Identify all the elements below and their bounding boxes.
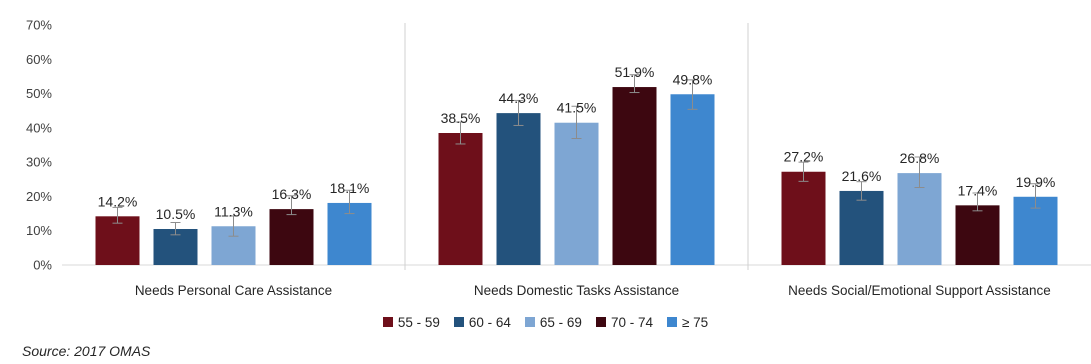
legend: 55 - 59 60 - 64 65 - 69 70 - 74 ≥ 75 (0, 311, 1091, 333)
data-label: 21.6% (842, 168, 882, 184)
data-label: 17.4% (958, 182, 998, 198)
data-label: 49.8% (673, 71, 713, 87)
data-label: 26.8% (900, 150, 940, 166)
legend-swatch (453, 317, 464, 327)
bar (496, 113, 541, 265)
bar (554, 122, 599, 265)
y-tick-label: 10% (26, 223, 52, 238)
bar (95, 216, 140, 265)
legend-label: 60 - 64 (468, 314, 511, 330)
data-label: 51.9% (615, 64, 655, 80)
bar (955, 205, 1000, 265)
data-label: 19.9% (1016, 174, 1056, 190)
y-tick-label: 70% (26, 18, 52, 33)
data-label: 18.1% (330, 180, 370, 196)
bar (269, 209, 314, 265)
data-label: 44.3% (499, 90, 539, 106)
y-tick-label: 60% (26, 52, 52, 67)
data-label: 38.5% (441, 110, 481, 126)
group-dividers (404, 23, 749, 270)
y-tick-label: 50% (26, 86, 52, 101)
legend-item: 60 - 64 (453, 314, 511, 330)
category-label: Needs Domestic Tasks Assistance (474, 283, 679, 298)
legend-swatch (666, 317, 677, 327)
legend-item: ≥ 75 (666, 314, 709, 330)
bar (670, 94, 715, 265)
data-labels: 14.2% 10.5% 11.3% 16.3% 18.1% 38.5% 44.3% 41.5%… (98, 64, 1056, 222)
y-tick-label: 30% (26, 155, 52, 170)
x-axis-categories: Needs Personal Care Assistance Needs Dome… (135, 283, 1051, 298)
legend-swatch (595, 317, 606, 327)
legend-swatch (524, 317, 535, 327)
data-label: 27.2% (784, 149, 824, 165)
y-tick-label: 40% (26, 120, 52, 135)
y-tick-label: 20% (26, 189, 52, 204)
legend-label: 70 - 74 (610, 314, 653, 330)
bar (438, 133, 483, 265)
bars (95, 87, 1058, 265)
data-label: 14.2% (98, 193, 138, 209)
bar (612, 87, 657, 265)
data-label: 41.5% (557, 100, 597, 116)
data-label: 11.3% (214, 203, 253, 219)
legend-item: 65 - 69 (524, 314, 582, 330)
error-bars (112, 74, 1041, 237)
bar-chart: 0%10%20%30%40%50%60%70% 14.2%10.5% 11.3%1… (26, 18, 1091, 298)
legend-label: ≥ 75 (681, 314, 709, 330)
category-label: Needs Personal Care Assistance (135, 283, 332, 298)
bar (781, 171, 826, 265)
data-label: 10.5% (156, 206, 196, 222)
source-note: Source: 2017 OMAS (22, 343, 151, 359)
category-label: Needs Social/Emotional Support Assistanc… (788, 283, 1051, 298)
bar (897, 173, 942, 265)
legend-item: 70 - 74 (595, 314, 653, 330)
y-tick-label: 0% (33, 258, 52, 273)
data-label: 16.3% (272, 186, 312, 202)
legend-label: 65 - 69 (539, 314, 582, 330)
bar (839, 190, 884, 265)
legend-swatch (382, 317, 393, 327)
legend-item: 55 - 59 (382, 314, 440, 330)
legend-label: 55 - 59 (397, 314, 440, 330)
